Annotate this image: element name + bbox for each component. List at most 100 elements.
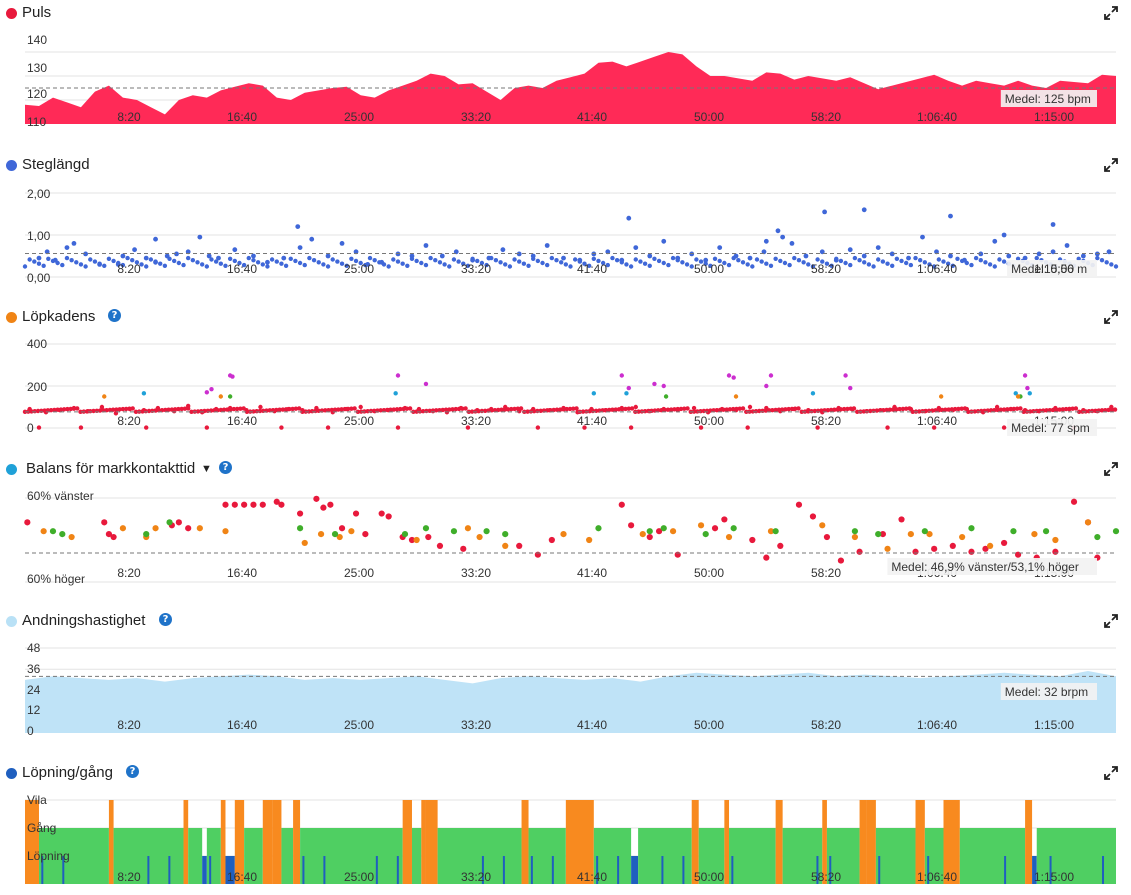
state-segment xyxy=(41,856,44,884)
cadence-point xyxy=(719,406,725,412)
steglangd-point xyxy=(647,263,652,268)
steglangd-point xyxy=(1050,222,1056,227)
cadence-point xyxy=(155,405,161,411)
steglangd-point xyxy=(367,255,373,261)
steglangd-point xyxy=(316,260,321,265)
steglangd-point xyxy=(605,262,610,268)
x-tick-label: 16:40 xyxy=(227,870,257,884)
help-icon[interactable]: ? xyxy=(219,461,232,474)
x-tick-label: 8:20 xyxy=(117,718,141,732)
state-segment xyxy=(437,828,522,884)
cadence-point xyxy=(499,407,504,412)
expand-icon[interactable] xyxy=(1104,614,1118,628)
x-tick-label: 1:06:40 xyxy=(917,870,957,884)
steglangd-point xyxy=(158,261,163,266)
y-tick-label: 0 xyxy=(27,421,34,435)
balance-point xyxy=(436,542,444,549)
puls-title: Puls xyxy=(22,4,52,21)
cadence-point xyxy=(745,425,750,430)
cadence-point xyxy=(141,407,147,413)
expand-icon[interactable] xyxy=(1104,462,1118,476)
cadence-point xyxy=(1005,407,1010,412)
steglangd-point xyxy=(948,213,953,219)
x-tick-label: 25:00 xyxy=(344,414,374,428)
state-segment xyxy=(775,800,783,884)
cadence-point xyxy=(938,394,944,399)
steglangd-point xyxy=(1104,260,1109,265)
state-segment xyxy=(188,828,203,884)
steglangd-point xyxy=(782,260,788,266)
balans-legend-dot xyxy=(6,464,17,475)
chevron-down-icon[interactable]: ▼ xyxy=(201,463,212,475)
cadence-point xyxy=(489,406,494,412)
state-segment xyxy=(293,800,301,884)
cadence-point xyxy=(675,407,680,413)
balance-point xyxy=(987,542,994,549)
steglangd-point xyxy=(130,258,135,263)
x-tick-label: 1:15:00 xyxy=(1034,870,1074,884)
x-tick-label: 16:40 xyxy=(227,566,257,580)
balance-point xyxy=(502,531,509,538)
steglangd-point xyxy=(78,262,84,267)
cadence-point xyxy=(828,407,834,413)
state-segment xyxy=(272,800,282,884)
steglangd-point xyxy=(181,262,186,268)
steglangd-point xyxy=(349,256,354,261)
lopkadens-legend-dot xyxy=(6,312,17,323)
x-tick-label: 1:06:40 xyxy=(917,414,957,428)
lopkadens-title: Löpkadens xyxy=(22,308,96,325)
balance-point xyxy=(730,525,737,532)
cadence-point xyxy=(669,407,674,412)
cadence-point xyxy=(768,373,774,378)
expand-icon[interactable] xyxy=(1104,766,1118,780)
state-segment xyxy=(731,856,734,884)
steglangd-point xyxy=(227,256,233,261)
steglangd-point xyxy=(554,258,559,263)
steglangd-point xyxy=(379,259,385,265)
steglangd-point xyxy=(703,257,709,263)
help-icon[interactable]: ? xyxy=(159,613,172,626)
andning-area xyxy=(25,671,1116,733)
cadence-point xyxy=(503,404,508,410)
steglangd-point xyxy=(722,260,727,266)
cadence-point xyxy=(786,406,791,412)
expand-icon[interactable] xyxy=(1104,310,1118,324)
state-segment xyxy=(691,800,699,884)
expand-icon[interactable] xyxy=(1104,158,1118,172)
x-tick-label: 25:00 xyxy=(344,870,374,884)
steglangd-point xyxy=(806,262,811,267)
balance-point xyxy=(875,531,882,538)
balance-point xyxy=(175,519,182,526)
y-tick-label: 200 xyxy=(27,380,47,394)
cadence-point xyxy=(57,407,63,413)
steglangd-point xyxy=(153,236,158,242)
steglangd-point xyxy=(866,262,872,267)
cadence-point xyxy=(378,408,383,413)
steglangd-point xyxy=(465,263,471,268)
state-segment xyxy=(551,856,554,884)
state-segment xyxy=(1102,856,1105,884)
steglangd-point xyxy=(500,247,506,253)
cadence-point xyxy=(931,425,937,430)
cadence-point xyxy=(626,385,631,391)
cadence-point xyxy=(437,407,442,413)
balance-point xyxy=(68,533,75,541)
help-icon[interactable]: ? xyxy=(126,765,139,778)
state-segment xyxy=(425,800,438,884)
cadence-point xyxy=(75,406,80,411)
x-tick-label: 33:20 xyxy=(461,718,491,732)
help-icon[interactable]: ? xyxy=(108,309,121,322)
state-segment xyxy=(323,856,326,884)
cadence-point xyxy=(1106,407,1111,413)
state-segment xyxy=(1025,800,1033,884)
steglangd-point xyxy=(353,258,359,264)
state-segment xyxy=(878,856,881,884)
state-segment xyxy=(822,800,827,884)
cadence-point xyxy=(747,404,753,410)
expand-icon[interactable] xyxy=(1104,6,1118,20)
cadence-point xyxy=(344,406,349,412)
y-tick-label: Vila xyxy=(27,793,47,807)
y-tick-label: 400 xyxy=(27,337,47,351)
balance-point xyxy=(362,531,369,538)
cadence-point xyxy=(339,407,344,412)
